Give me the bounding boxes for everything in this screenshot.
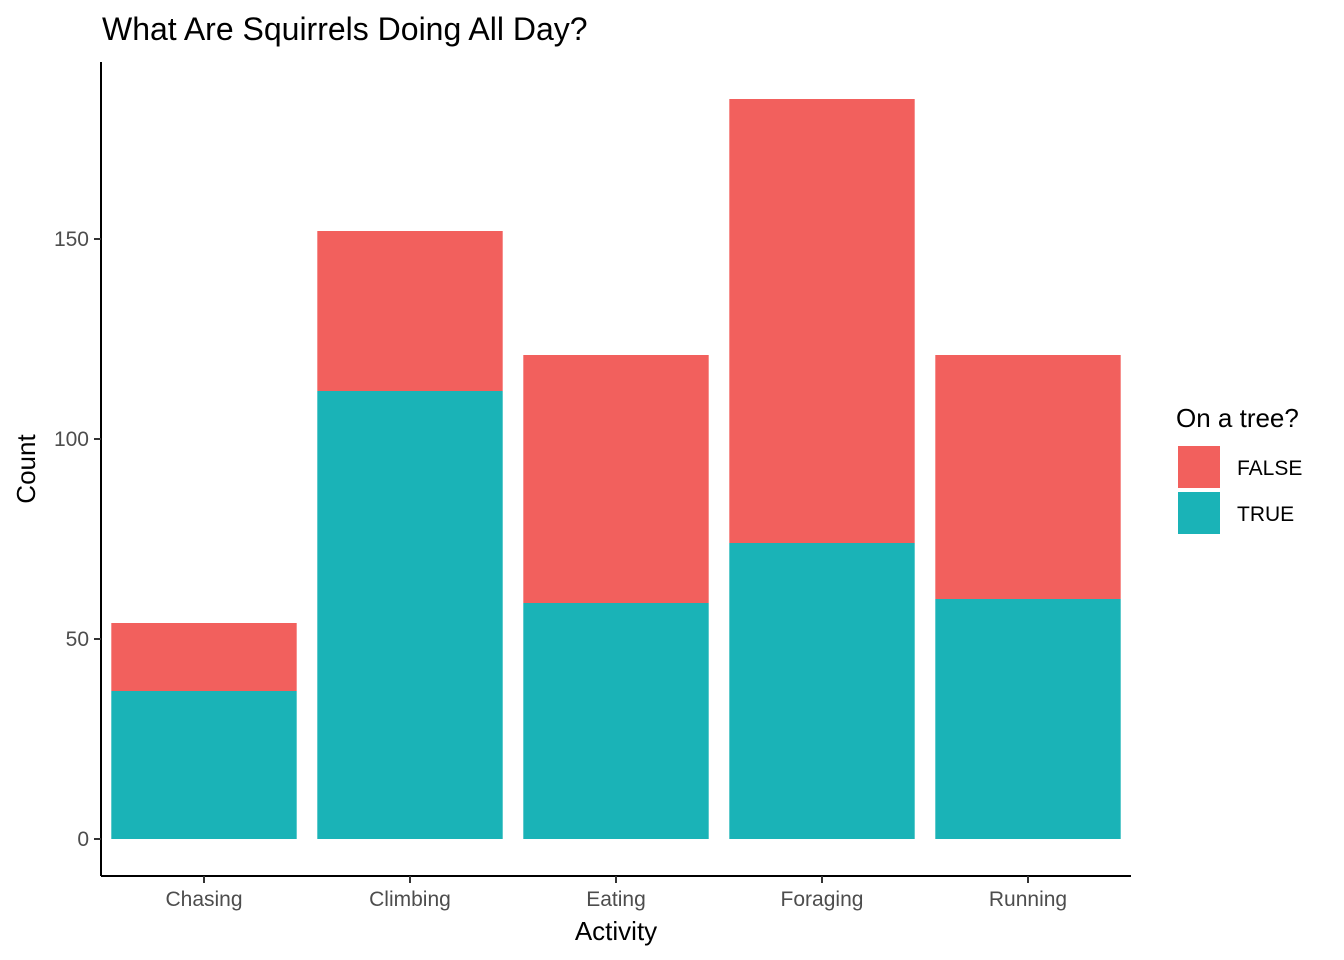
x-ticks-group: Chasing Climbing Eating Foraging Running <box>165 876 1067 911</box>
y-tick-label: 50 <box>66 628 89 651</box>
y-ticks-group: 0 50 100 150 <box>54 228 101 851</box>
y-tick-label: 0 <box>77 828 89 851</box>
y-tick-label: 150 <box>54 228 89 251</box>
bar-eating-true <box>523 603 709 839</box>
bar-chasing-true <box>111 691 297 839</box>
legend: On a tree? FALSE TRUE <box>1176 403 1302 534</box>
legend-key-true <box>1178 492 1220 534</box>
y-axis-title: Count <box>11 434 41 504</box>
y-tick-label: 100 <box>54 428 89 451</box>
bar-eating-false <box>523 355 709 603</box>
x-axis-title: Activity <box>575 916 657 946</box>
bar-foraging-true <box>729 543 915 839</box>
legend-label-false: FALSE <box>1237 457 1302 480</box>
x-tick-label-foraging: Foraging <box>781 888 864 911</box>
legend-key-false <box>1178 446 1220 488</box>
chart-title: What Are Squirrels Doing All Day? <box>102 11 588 47</box>
bars-group <box>111 99 1121 839</box>
bar-running-false <box>935 355 1121 599</box>
bar-foraging-false <box>729 99 915 543</box>
legend-label-true: TRUE <box>1237 503 1294 526</box>
bar-chasing-false <box>111 623 297 691</box>
x-tick-label-running: Running <box>989 888 1067 911</box>
x-tick-label-eating: Eating <box>586 888 646 911</box>
x-tick-label-climbing: Climbing <box>369 888 451 911</box>
legend-title: On a tree? <box>1176 403 1299 433</box>
bar-running-true <box>935 599 1121 839</box>
bar-climbing-false <box>317 231 503 391</box>
legend-items: FALSE TRUE <box>1178 446 1302 534</box>
bar-climbing-true <box>317 391 503 839</box>
x-tick-label-chasing: Chasing <box>165 888 242 911</box>
